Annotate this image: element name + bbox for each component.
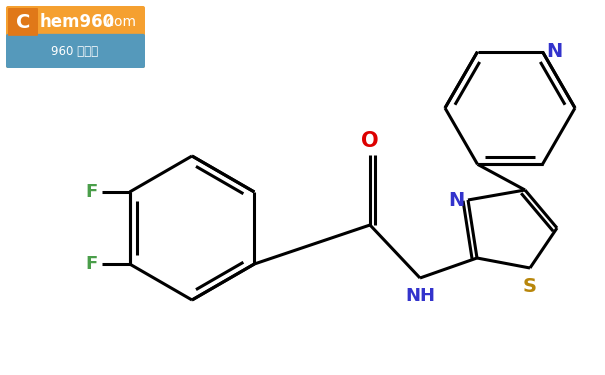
Text: C: C [16,12,30,32]
Text: hem960: hem960 [40,13,115,31]
Text: N: N [546,42,563,61]
FancyBboxPatch shape [6,34,145,68]
Text: NH: NH [405,287,435,305]
Text: .com: .com [103,15,137,29]
Text: O: O [361,131,379,151]
Text: S: S [523,276,537,296]
Text: 960 化工网: 960 化工网 [51,45,99,58]
Text: N: N [448,190,464,210]
FancyBboxPatch shape [6,6,145,68]
FancyBboxPatch shape [8,8,38,36]
Text: F: F [85,255,98,273]
Bar [8,37,143,66]
Text: F: F [85,183,98,201]
